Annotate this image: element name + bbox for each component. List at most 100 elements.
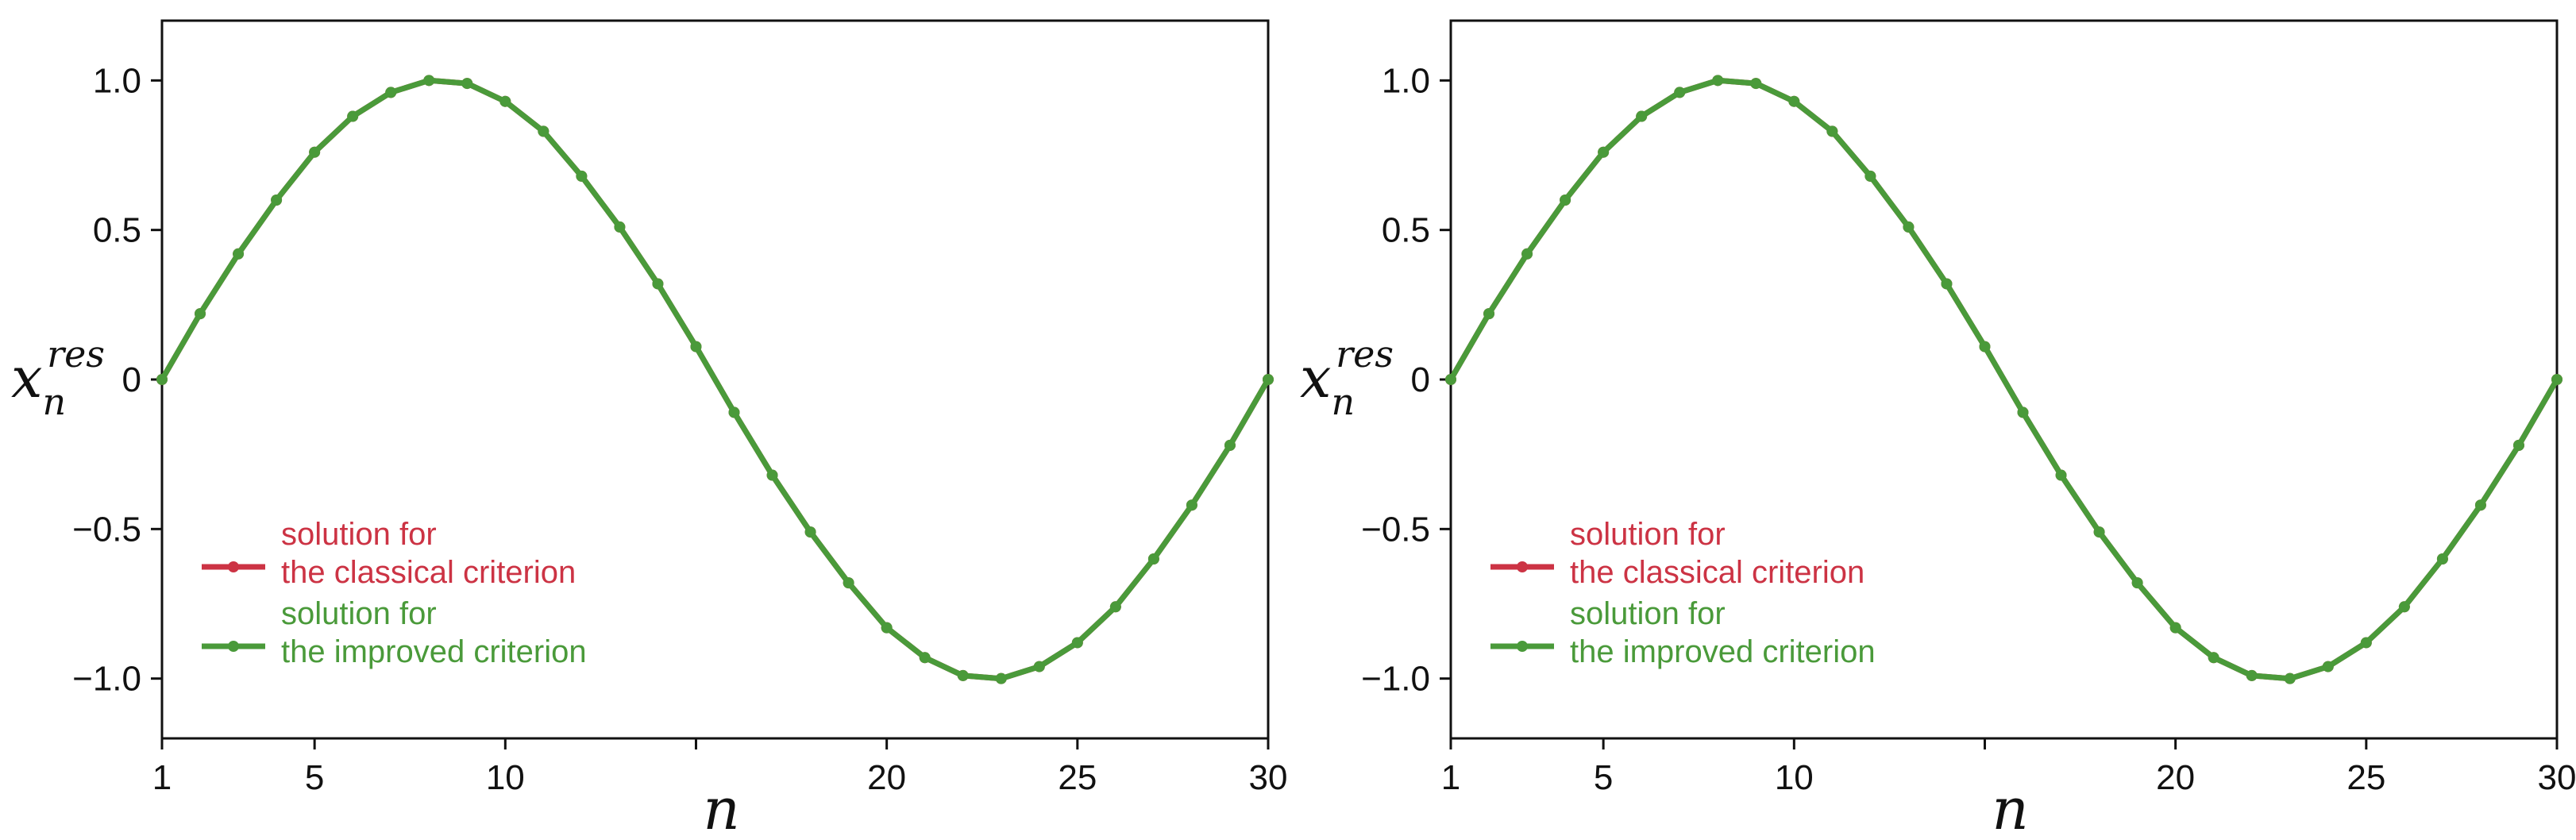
data-point-improved xyxy=(2398,601,2410,613)
data-point-improved xyxy=(2284,672,2296,684)
data-point-improved xyxy=(1263,374,1274,385)
data-point-improved xyxy=(1941,278,1953,290)
data-point-improved xyxy=(804,526,816,538)
data-point-improved xyxy=(156,374,168,385)
series-line-improved xyxy=(159,77,1271,682)
data-point-improved xyxy=(423,75,435,87)
data-point-improved xyxy=(690,341,702,353)
data-point-improved xyxy=(1826,125,1838,137)
y-tick-label: −1.0 xyxy=(1361,660,1430,699)
data-point-improved xyxy=(1636,110,1648,122)
legend-label-classical: the classical criterion xyxy=(281,555,576,590)
data-point-improved xyxy=(385,87,397,98)
data-point-improved xyxy=(1750,78,1762,90)
data-point-improved xyxy=(2436,553,2448,564)
data-point-improved xyxy=(1903,221,1915,233)
data-point-improved xyxy=(1521,248,1533,260)
data-point-improved xyxy=(1865,170,1876,182)
x-tick-label: 10 xyxy=(486,758,525,797)
data-point-improved xyxy=(1598,146,1610,158)
data-point-improved xyxy=(1979,341,1991,353)
x-tick-label: 30 xyxy=(1249,758,1288,797)
data-point-improved xyxy=(2093,526,2105,538)
data-point-improved xyxy=(957,669,969,681)
y-tick-label: 0 xyxy=(122,360,141,399)
data-point-improved xyxy=(995,672,1007,684)
legend-label-classical: solution for xyxy=(1570,517,1726,552)
y-axis-label: xnres xyxy=(11,333,105,423)
y-axis-label-sub: n xyxy=(42,380,66,423)
data-point-improved xyxy=(881,622,893,634)
y-tick-label: −0.5 xyxy=(1361,510,1430,549)
data-point-improved xyxy=(1147,553,1159,564)
y-tick-label: 0.5 xyxy=(1382,211,1430,250)
data-point-improved xyxy=(766,469,778,481)
x-tick-label: 25 xyxy=(1058,758,1097,797)
data-point-improved xyxy=(1560,195,1571,206)
data-point-improved xyxy=(2055,469,2067,481)
data-point-improved xyxy=(2017,407,2029,418)
chart-left: 1.00.50−0.5−1.01 5 10 20 25 30nxnressolution … xyxy=(11,19,1288,840)
data-point-improved xyxy=(538,125,550,137)
data-point-improved xyxy=(1712,75,1724,87)
data-point-improved xyxy=(2208,652,2219,664)
data-point-improved xyxy=(728,407,740,418)
legend-label-improved: the improved criterion xyxy=(1570,634,1876,669)
data-point-improved xyxy=(195,308,206,320)
y-tick-label: 1.0 xyxy=(1382,61,1430,100)
data-point-improved xyxy=(1224,439,1236,451)
data-point-improved xyxy=(1483,308,1495,320)
legend-marker-classical xyxy=(1517,561,1528,572)
x-tick-label: 25 xyxy=(2347,758,2385,797)
y-axis-label-sup: res xyxy=(47,333,105,376)
data-point-improved xyxy=(233,248,245,260)
y-tick-label: 0.5 xyxy=(93,211,141,250)
data-point-improved xyxy=(499,95,511,107)
data-point-improved xyxy=(2474,499,2486,511)
data-point-improved xyxy=(843,577,854,589)
y-tick-label: −0.5 xyxy=(72,510,141,549)
legend-label-improved: the improved criterion xyxy=(281,634,587,669)
data-point-improved xyxy=(1186,499,1197,511)
data-point-improved xyxy=(1109,601,1121,613)
data-point-improved xyxy=(652,278,664,290)
y-axis-label-sup: res xyxy=(1336,333,1394,376)
x-tick-label: 30 xyxy=(2538,758,2576,797)
legend-marker-classical xyxy=(228,561,239,572)
legend-marker-improved xyxy=(1517,641,1528,652)
y-tick-label: −1.0 xyxy=(72,660,141,699)
series-line-improved xyxy=(1448,77,2560,682)
x-tick-label: 1 xyxy=(152,758,172,797)
y-tick-label: 1.0 xyxy=(93,61,141,100)
x-tick-label: 20 xyxy=(2156,758,2195,797)
data-point-improved xyxy=(614,221,626,233)
y-axis-label-base: x xyxy=(11,345,42,410)
legend-label-improved: solution for xyxy=(1570,596,1726,631)
x-tick-label: 20 xyxy=(867,758,906,797)
legend-label-classical: the classical criterion xyxy=(1570,555,1865,590)
x-tick-label: 1 xyxy=(1441,758,1460,797)
x-tick-label: 10 xyxy=(1775,758,1814,797)
data-point-improved xyxy=(1674,87,1686,98)
x-tick-label: 5 xyxy=(1594,758,1613,797)
data-point-improved xyxy=(2322,661,2334,672)
data-point-improved xyxy=(1445,374,1456,385)
y-tick-label: 0 xyxy=(1411,360,1430,399)
legend-marker-improved xyxy=(228,641,239,652)
data-point-improved xyxy=(1033,661,1045,672)
data-point-improved xyxy=(1071,637,1083,649)
data-point-improved xyxy=(2131,577,2143,589)
x-axis-label: n xyxy=(703,776,739,840)
data-point-improved xyxy=(2169,622,2181,634)
y-axis-label: xnres xyxy=(1300,333,1394,423)
data-point-improved xyxy=(2246,669,2258,681)
y-axis-label-sub: n xyxy=(1331,380,1355,423)
data-point-improved xyxy=(576,170,588,182)
data-point-improved xyxy=(2512,439,2524,451)
legend-label-improved: solution for xyxy=(281,596,437,631)
data-point-improved xyxy=(2551,374,2563,385)
data-point-improved xyxy=(347,110,359,122)
y-axis-label-base: x xyxy=(1300,345,1331,410)
